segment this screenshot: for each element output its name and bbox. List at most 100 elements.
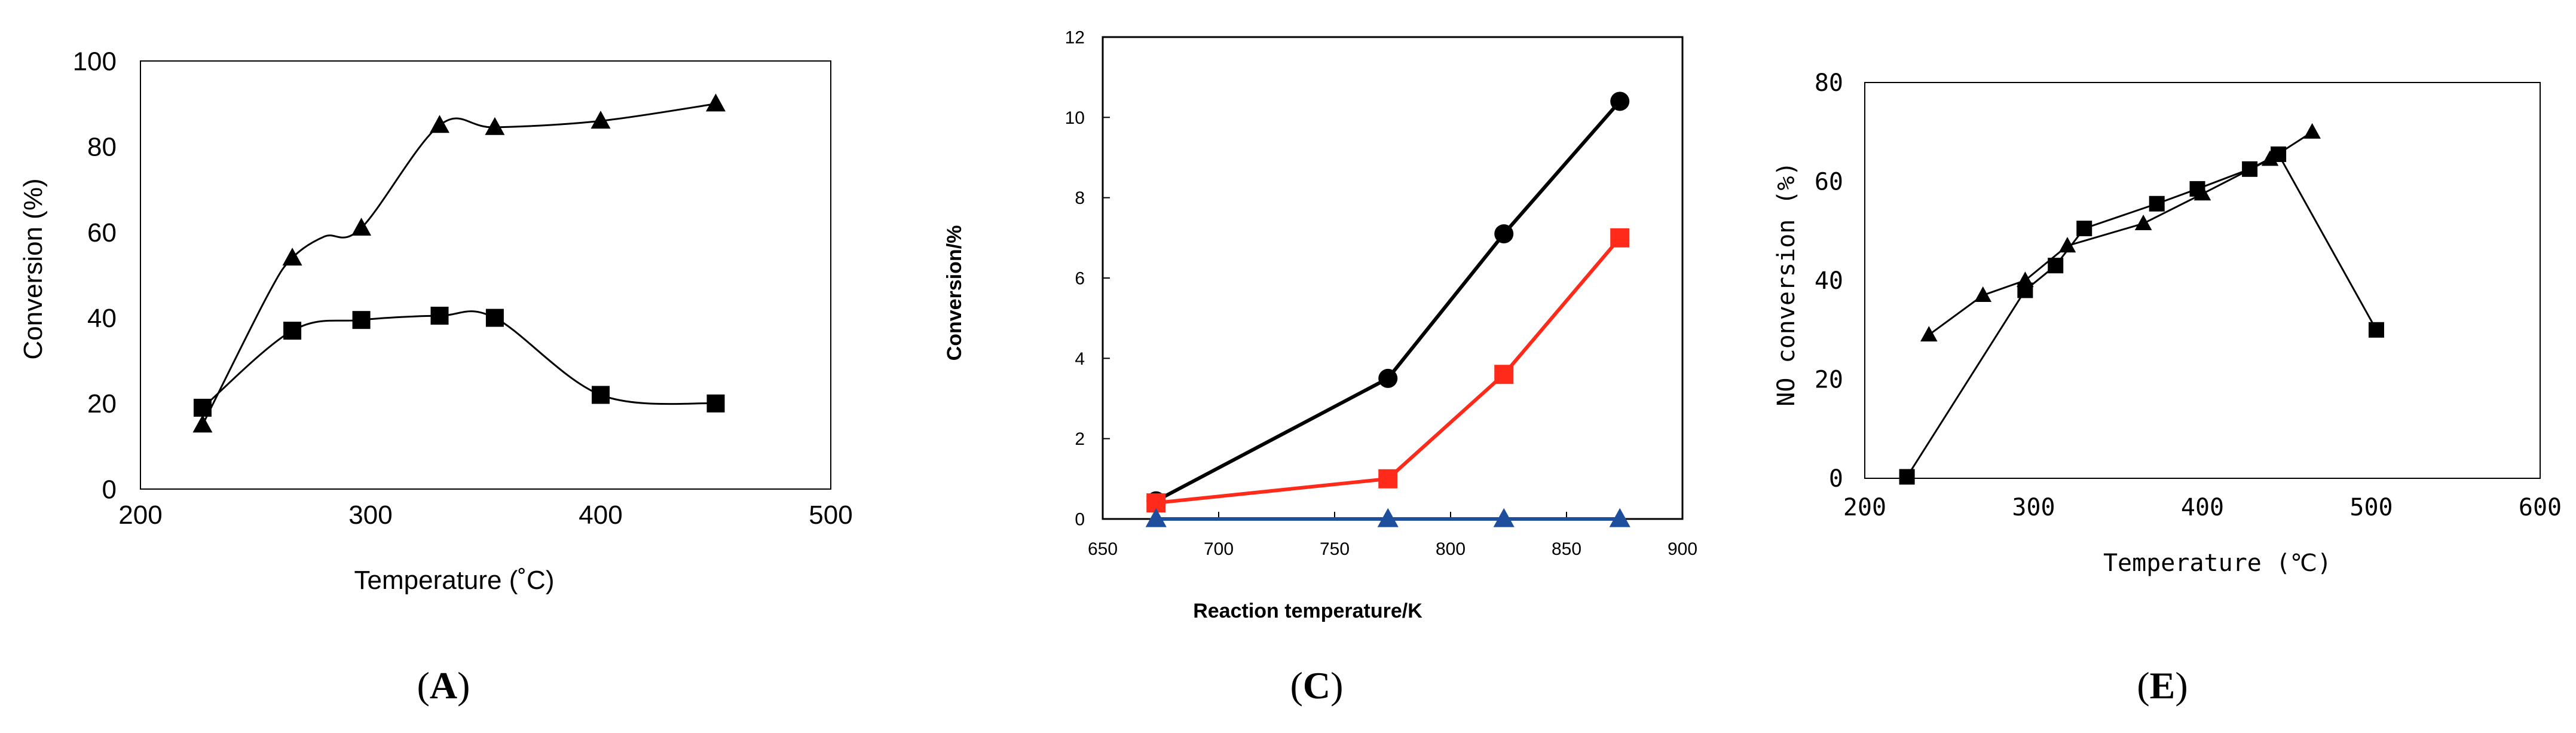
y-tick-label: 60 [87, 218, 117, 248]
y-tick-label: 80 [87, 133, 117, 162]
data-point-triangles [1974, 286, 1992, 302]
y-tick-label: 6 [1075, 269, 1085, 289]
data-point-circles [1378, 368, 1398, 388]
data-point-triangles [192, 414, 213, 433]
x-tick-label: 400 [579, 500, 622, 530]
data-point-triangles [1493, 508, 1515, 527]
data-point-squares [2076, 221, 2092, 237]
series-line-squares [1155, 236, 1622, 505]
series-line-squares [1906, 153, 2378, 478]
x-tick-label: 800 [1436, 539, 1466, 559]
panel-a-lines [201, 103, 716, 426]
data-point-squares [1378, 469, 1398, 488]
panel-e-axes [1864, 82, 2541, 479]
y-tick-label: 8 [1075, 188, 1085, 208]
panel-c-axes [1102, 36, 1684, 520]
data-point-squares [430, 307, 449, 325]
series-line-squares [201, 310, 716, 409]
data-point-triangles [2134, 215, 2152, 230]
panel-a-y-tick-labels: 0 20 40 60 80 100 [73, 47, 117, 504]
data-point-squares [2149, 196, 2165, 212]
panel-c-lines [1155, 100, 1622, 521]
panel-e-label: E [2150, 664, 2176, 707]
panel-e-y-axis-label: NO conversion (%) [1773, 161, 1800, 406]
data-point-triangles [351, 218, 372, 236]
data-point-squares [1494, 365, 1514, 384]
y-tick-label: 20 [1815, 366, 1843, 394]
panel-a: 200 300 400 500 0 20 40 60 80 100 Temperature (˚… [19, 47, 853, 707]
panel-e: 200 300 400 500 600 0 20 40 60 80 Temperature (℃… [1773, 69, 2562, 707]
series-line-triangles [201, 103, 716, 426]
y-tick-label: 100 [73, 47, 117, 76]
data-point-squares [706, 394, 725, 413]
y-tick-label: 0 [1829, 465, 1843, 493]
panel-a-x-tick-labels: 200 300 400 500 [118, 500, 852, 530]
data-point-squares [283, 322, 302, 340]
plot-frame [1102, 36, 1684, 520]
y-tick-label: 60 [1815, 169, 1843, 196]
data-point-triangles [2303, 123, 2321, 139]
panel-e-y-tick-labels: 0 20 40 60 80 [1815, 69, 1843, 493]
data-point-triangles [1920, 326, 1938, 342]
data-point-squares [1899, 469, 1915, 485]
panel-e-markers [1899, 123, 2384, 485]
x-tick-label: 850 [1552, 539, 1581, 559]
data-point-triangles [1145, 508, 1167, 527]
data-point-squares [2271, 146, 2287, 162]
data-point-triangles [2058, 237, 2076, 253]
panel-e-caption: (E) [2137, 664, 2188, 707]
x-tick-label: 300 [348, 500, 392, 530]
x-tick-label: 700 [1204, 539, 1234, 559]
data-point-triangles [706, 93, 726, 112]
x-tick-label: 500 [2349, 494, 2393, 521]
y-tick-label: 0 [102, 475, 117, 504]
panel-c-x-tick-labels: 650 700 750 800 850 900 [1088, 539, 1697, 559]
panel-a-y-axis-label: Conversion (%) [19, 178, 48, 359]
y-tick-label: 80 [1815, 69, 1843, 97]
x-tick-label: 500 [809, 500, 852, 530]
plot-frame [1864, 82, 2541, 479]
data-point-squares [592, 386, 610, 404]
plot-frame [140, 60, 831, 490]
data-point-squares [2368, 322, 2384, 338]
x-tick-label: 750 [1320, 539, 1350, 559]
x-tick-label: 600 [2519, 494, 2562, 521]
x-tick-label: 900 [1668, 539, 1697, 559]
y-tick-label: 20 [87, 389, 117, 419]
y-tick-label: 0 [1075, 510, 1085, 530]
x-tick-label: 300 [2012, 494, 2055, 521]
y-tick-label: 12 [1065, 28, 1085, 48]
data-point-squares [2017, 282, 2033, 298]
panel-a-markers [192, 93, 726, 433]
panel-a-x-axis-label: Temperature (˚C) [354, 566, 555, 595]
panel-a-axes [140, 60, 831, 490]
data-point-circles [1610, 91, 1630, 111]
data-point-triangles [1377, 508, 1399, 527]
data-point-squares [1610, 228, 1630, 248]
panel-c: 650 700 750 800 850 900 0 2 4 6 8 10 12 Reaction te… [943, 28, 1697, 707]
data-point-squares [2189, 181, 2205, 197]
data-point-squares [2242, 161, 2258, 177]
series-line-circles [1155, 100, 1622, 503]
panel-c-x-axis-label: Reaction temperature/K [1193, 600, 1422, 622]
panel-c-label: C [1303, 664, 1330, 707]
data-point-triangles [1609, 508, 1630, 527]
data-point-squares [2048, 258, 2064, 274]
y-tick-label: 40 [87, 304, 117, 333]
panel-e-x-axis-label: Temperature (℃) [2103, 549, 2332, 577]
panel-a-label: A [430, 664, 457, 707]
panel-c-caption: (C) [1290, 664, 1344, 707]
panel-c-y-axis-label: Conversion/% [943, 225, 966, 361]
y-tick-label: 4 [1075, 349, 1085, 369]
y-tick-label: 2 [1075, 429, 1085, 449]
panel-c-y-tick-labels: 0 2 4 6 8 10 12 [1065, 28, 1085, 530]
panel-a-caption: (A) [417, 664, 470, 707]
y-tick-label: 40 [1815, 267, 1843, 295]
x-tick-label: 200 [1843, 494, 1886, 521]
data-point-triangles [591, 111, 611, 129]
data-point-circles [1494, 224, 1514, 244]
panel-e-lines [1906, 131, 2378, 478]
data-point-squares [352, 311, 371, 329]
data-point-squares [485, 309, 504, 327]
